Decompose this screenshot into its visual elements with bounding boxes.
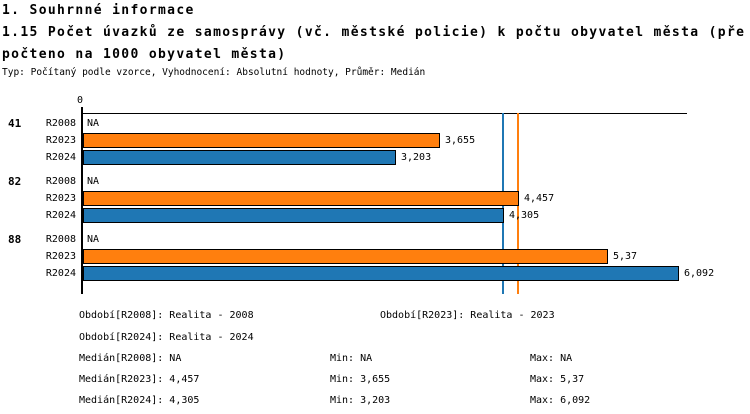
row-label: R2008: [45, 176, 76, 187]
legend-period-r2008: Období[R2008]: Realita - 2008: [79, 310, 254, 321]
row-label: R2008: [45, 118, 76, 129]
chart-row: R2024 4,305: [0, 208, 750, 223]
legend-median-r2008: Medián[R2008]: NA: [79, 353, 182, 364]
legend-min-r2023: Min: 3,655: [330, 374, 391, 385]
bar-r2023: [83, 191, 519, 206]
row-label: R2024: [45, 268, 76, 279]
chart-row: 82 R2008 NA: [0, 174, 750, 189]
na-value-label: NA: [87, 234, 100, 245]
indicator-meta: Typ: Počítaný podle vzorce, Vyhodnocení:…: [2, 67, 426, 78]
legend-max-r2023: Max: 5,37: [530, 374, 585, 385]
bar-value-label: 3,655: [445, 135, 476, 146]
group-label: 88: [8, 233, 22, 246]
legend-period-r2024: Období[R2024]: Realita - 2024: [79, 332, 254, 343]
legend-min-r2024: Min: 3,203: [330, 395, 391, 406]
bar-value-label: 3,203: [401, 152, 432, 163]
bar-r2024: [83, 150, 396, 165]
legend-max-r2008: Max: NA: [530, 353, 573, 364]
chart-row: R2024 6,092: [0, 266, 750, 281]
bar-r2023: [83, 249, 608, 264]
row-label: R2024: [45, 210, 76, 221]
legend-min-r2008: Min: NA: [330, 353, 373, 364]
bar-value-label: 5,37: [613, 251, 638, 262]
na-value-label: NA: [87, 176, 100, 187]
chart-row: R2023 3,655: [0, 133, 750, 148]
legend-max-r2024: Max: 6,092: [530, 395, 591, 406]
chart-row: 41 R2008 NA: [0, 116, 750, 131]
axis-zero-tick-label: 0: [77, 95, 84, 106]
row-label: R2024: [45, 152, 76, 163]
group-label: 82: [8, 175, 22, 188]
bar-value-label: 4,305: [509, 210, 540, 221]
bar-r2023: [83, 133, 440, 148]
legend-median-r2023: Medián[R2023]: 4,457: [79, 374, 200, 385]
row-label: R2023: [45, 193, 76, 204]
row-label: R2023: [45, 135, 76, 146]
chart-row: R2023 4,457: [0, 191, 750, 206]
x-axis-line: [81, 113, 687, 114]
bar-r2024: [83, 266, 679, 281]
row-label: R2008: [45, 234, 76, 245]
row-label: R2023: [45, 251, 76, 262]
chart-row: R2023 5,37: [0, 249, 750, 264]
indicator-title-line1: 1.15 Počet úvazků ze samosprávy (vč. měs…: [2, 25, 746, 40]
section-title: 1. Souhrnné informace: [2, 3, 195, 18]
chart-row: R2024 3,203: [0, 150, 750, 165]
chart-row: 88 R2008 NA: [0, 232, 750, 247]
bar-value-label: 4,457: [524, 193, 555, 204]
na-value-label: NA: [87, 118, 100, 129]
bar-r2024: [83, 208, 504, 223]
y-axis-line: [81, 107, 83, 294]
legend-median-r2024: Medián[R2024]: 4,305: [79, 395, 200, 406]
indicator-title-line2: počteno na 1000 obyvatel města): [2, 47, 287, 62]
group-label: 41: [8, 117, 22, 130]
bar-value-label: 6,092: [684, 268, 715, 279]
legend-period-r2023: Období[R2023]: Realita - 2023: [380, 310, 555, 321]
